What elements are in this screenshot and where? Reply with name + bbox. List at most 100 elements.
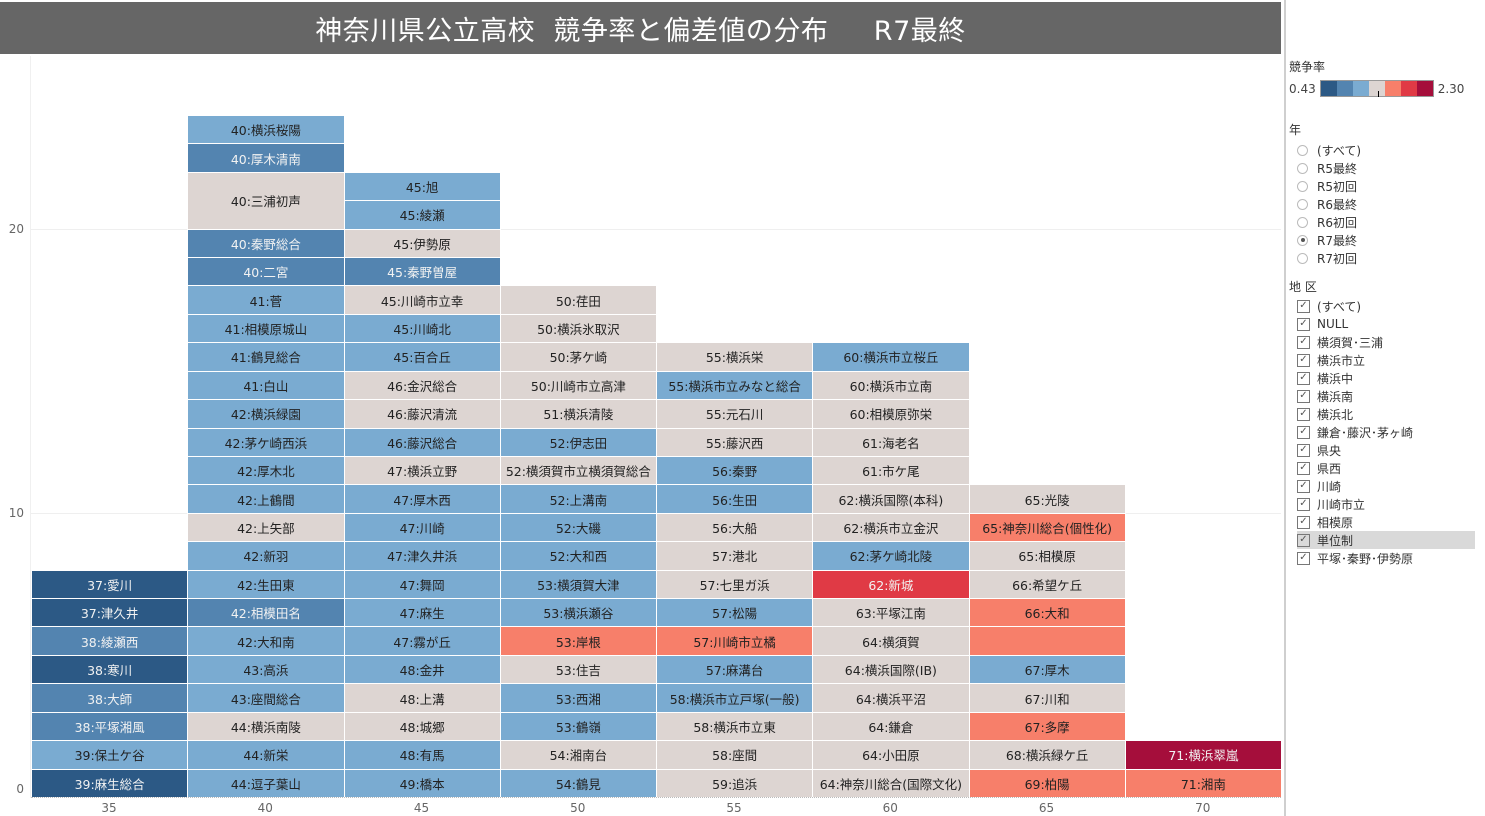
school-cell[interactable]: 47:厚木西: [343, 484, 501, 514]
school-cell[interactable]: 42:厚木北: [187, 455, 345, 486]
school-cell[interactable]: 44:新栄: [187, 740, 345, 770]
district-option[interactable]: ✓ 横浜北: [1297, 405, 1475, 423]
checkbox-icon[interactable]: ✓: [1297, 425, 1310, 439]
school-cell[interactable]: 43:高浜: [187, 654, 345, 685]
school-cell[interactable]: 57:川崎市立橘: [656, 626, 814, 656]
school-cell[interactable]: 46:藤沢総合: [343, 427, 501, 457]
year-option[interactable]: R5最終: [1297, 159, 1475, 177]
school-cell[interactable]: 42:相模田名: [187, 598, 345, 628]
school-cell[interactable]: 53:横浜瀬谷: [499, 598, 657, 628]
year-option[interactable]: (すべて): [1297, 141, 1475, 159]
school-cell[interactable]: 42:生田東: [187, 569, 345, 600]
school-cell[interactable]: 56:大船: [656, 512, 814, 543]
district-option[interactable]: ✓ 平塚･秦野･伊勢原: [1297, 549, 1475, 567]
school-cell[interactable]: 71:湘南: [1124, 768, 1282, 798]
school-cell[interactable]: 39:保土ケ谷: [31, 740, 189, 770]
radio-button-icon[interactable]: [1297, 252, 1308, 264]
school-cell[interactable]: 62:新城: [812, 569, 970, 600]
school-cell[interactable]: 47:津久井浜: [343, 541, 501, 571]
school-cell[interactable]: 40:三浦初声: [187, 171, 345, 230]
school-cell[interactable]: 43:座間総合: [187, 683, 345, 713]
school-cell[interactable]: 63:平塚江南: [812, 598, 970, 628]
year-option[interactable]: R7最終: [1297, 231, 1475, 249]
school-cell[interactable]: 50:荏田: [499, 285, 657, 315]
school-cell[interactable]: 47:舞岡: [343, 569, 501, 600]
year-option[interactable]: R5初回: [1297, 177, 1475, 195]
school-cell[interactable]: 53:住吉: [499, 654, 657, 685]
year-option[interactable]: R6初回: [1297, 213, 1475, 231]
school-cell[interactable]: 67:川和: [968, 683, 1126, 713]
school-cell[interactable]: 69:柏陽: [968, 768, 1126, 798]
school-cell[interactable]: 46:藤沢清流: [343, 399, 501, 429]
school-cell[interactable]: 62:茅ケ崎北陵: [812, 541, 970, 571]
school-cell[interactable]: 52:横須賀市立横須賀総合: [499, 455, 657, 486]
school-cell[interactable]: 49:橋本: [343, 768, 501, 798]
school-cell[interactable]: 60:横浜市立南: [812, 370, 970, 401]
school-cell[interactable]: 61:市ケ尾: [812, 455, 970, 486]
district-option[interactable]: ✓ 横須賀･三浦: [1297, 333, 1475, 351]
school-cell[interactable]: 68:横浜緑ケ丘: [968, 740, 1126, 770]
district-option[interactable]: ✓ 相模原: [1297, 513, 1475, 531]
school-cell[interactable]: 45:百合丘: [343, 342, 501, 372]
district-option[interactable]: ✓ 単位制: [1297, 531, 1475, 549]
school-cell[interactable]: 52:上溝南: [499, 484, 657, 514]
school-cell[interactable]: 53:鶴嶺: [499, 711, 657, 742]
radio-button-icon[interactable]: [1297, 234, 1308, 246]
school-cell[interactable]: 37:津久井: [31, 598, 189, 628]
district-option[interactable]: ✓ NULL: [1297, 315, 1475, 333]
checkbox-icon[interactable]: ✓: [1297, 335, 1310, 349]
school-cell[interactable]: 64:小田原: [812, 740, 970, 770]
school-cell[interactable]: 41:菅: [187, 285, 345, 315]
district-option[interactable]: ✓ 横浜市立: [1297, 351, 1475, 369]
school-cell[interactable]: 45:川崎北: [343, 313, 501, 344]
school-cell[interactable]: 52:伊志田: [499, 427, 657, 457]
school-cell[interactable]: 38:綾瀬西: [31, 626, 189, 656]
school-cell[interactable]: 40:横浜桜陽: [187, 114, 345, 145]
school-cell[interactable]: 66:大和: [968, 598, 1126, 628]
school-cell[interactable]: 41:相模原城山: [187, 313, 345, 344]
school-cell[interactable]: 48:上溝: [343, 683, 501, 713]
school-cell[interactable]: 44:逗子葉山: [187, 768, 345, 798]
school-cell[interactable]: 62:横浜国際(本科): [812, 484, 970, 514]
school-cell[interactable]: 64:神奈川総合(国際文化): [812, 768, 970, 798]
checkbox-icon[interactable]: ✓: [1297, 371, 1310, 385]
school-cell[interactable]: 42:横浜緑園: [187, 399, 345, 429]
school-cell[interactable]: 41:白山: [187, 370, 345, 401]
year-option[interactable]: R6最終: [1297, 195, 1475, 213]
school-cell[interactable]: 46:金沢総合: [343, 370, 501, 401]
school-cell[interactable]: 54:湘南台: [499, 740, 657, 770]
checkbox-icon[interactable]: ✓: [1297, 515, 1310, 529]
school-cell[interactable]: 57:松陽: [656, 598, 814, 628]
school-cell[interactable]: 55:横浜市立みなと総合: [656, 370, 814, 401]
school-cell[interactable]: 57:七里ガ浜: [656, 569, 814, 600]
school-cell[interactable]: 55:藤沢西: [656, 427, 814, 457]
radio-button-icon[interactable]: [1297, 144, 1308, 156]
school-cell[interactable]: 48:有馬: [343, 740, 501, 770]
school-cell[interactable]: 56:生田: [656, 484, 814, 514]
school-cell[interactable]: 64:鎌倉: [812, 711, 970, 742]
school-cell[interactable]: 58:横浜市立戸塚(一般): [656, 683, 814, 713]
school-cell[interactable]: 45:旭: [343, 171, 501, 202]
radio-button-icon[interactable]: [1297, 162, 1308, 174]
checkbox-icon[interactable]: ✓: [1297, 533, 1310, 547]
school-cell[interactable]: 42:上鶴間: [187, 484, 345, 514]
school-cell[interactable]: 38:大師: [31, 683, 189, 713]
school-cell[interactable]: 65:神奈川総合(個性化): [968, 512, 1126, 543]
school-cell[interactable]: 67:多摩: [968, 711, 1126, 742]
school-cell[interactable]: 47:横浜立野: [343, 455, 501, 486]
district-option[interactable]: ✓ 川崎: [1297, 477, 1475, 495]
district-option[interactable]: ✓ 県西: [1297, 459, 1475, 477]
district-option[interactable]: ✓ (すべて): [1297, 297, 1475, 315]
checkbox-icon[interactable]: ✓: [1297, 479, 1310, 493]
district-option[interactable]: ✓ 川崎市立: [1297, 495, 1475, 513]
school-cell[interactable]: 47:麻生: [343, 598, 501, 628]
school-cell[interactable]: 42:大和南: [187, 626, 345, 656]
school-cell[interactable]: 60:相模原弥栄: [812, 399, 970, 429]
school-cell[interactable]: 45:秦野曽屋: [343, 257, 501, 287]
radio-button-icon[interactable]: [1297, 216, 1308, 228]
checkbox-icon[interactable]: ✓: [1297, 407, 1310, 421]
school-cell[interactable]: 38:寒川: [31, 654, 189, 685]
school-cell[interactable]: 64:横浜平沼: [812, 683, 970, 713]
school-cell[interactable]: 47:霧が丘: [343, 626, 501, 656]
district-option[interactable]: ✓ 鎌倉･藤沢･茅ヶ崎: [1297, 423, 1475, 441]
